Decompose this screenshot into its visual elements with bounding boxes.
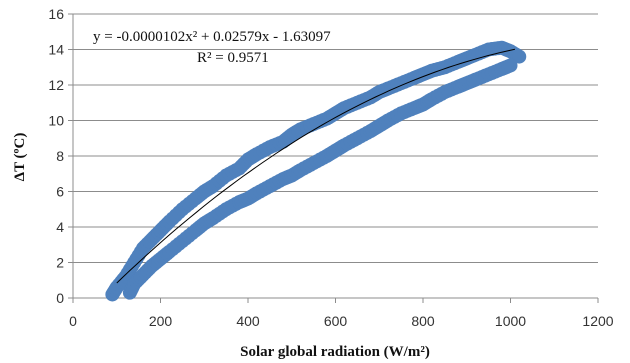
x-tick-label: 400 bbox=[236, 313, 260, 329]
y-tick-label: 16 bbox=[48, 6, 64, 22]
data-points bbox=[105, 40, 527, 302]
x-tick-label: 1000 bbox=[495, 313, 526, 329]
y-tick-label: 8 bbox=[56, 148, 64, 164]
y-tick-label: 4 bbox=[56, 219, 64, 235]
y-tick-labels: 0 2 4 6 8 10 12 14 16 bbox=[48, 6, 64, 306]
y-tick-label: 0 bbox=[56, 290, 64, 306]
data-point bbox=[512, 49, 527, 64]
x-tick-label: 200 bbox=[149, 313, 173, 329]
y-tick-label: 2 bbox=[56, 255, 64, 271]
axes bbox=[68, 13, 599, 303]
y-tick-label: 14 bbox=[48, 42, 64, 58]
y-tick-label: 12 bbox=[48, 77, 64, 93]
y-axis-title: ΔT (ºC) bbox=[12, 133, 28, 182]
x-tick-label: 1200 bbox=[582, 313, 613, 329]
trendline bbox=[116, 48, 516, 284]
x-tick-labels: 0 200 400 600 800 1000 1200 bbox=[69, 313, 614, 329]
y-tick-label: 6 bbox=[56, 184, 64, 200]
y-tick-label: 10 bbox=[48, 113, 64, 129]
x-tick-label: 600 bbox=[324, 313, 348, 329]
x-tick-label: 0 bbox=[69, 313, 77, 329]
x-axis-title: Solar global radiation (W/m²) bbox=[240, 344, 430, 360]
r-squared-label: R² = 0.9571 bbox=[197, 50, 269, 66]
data-point bbox=[503, 58, 518, 73]
trendline-equation: y = -0.0000102x² + 0.02579x - 1.63097 bbox=[93, 29, 331, 45]
x-tick-label: 800 bbox=[411, 313, 435, 329]
